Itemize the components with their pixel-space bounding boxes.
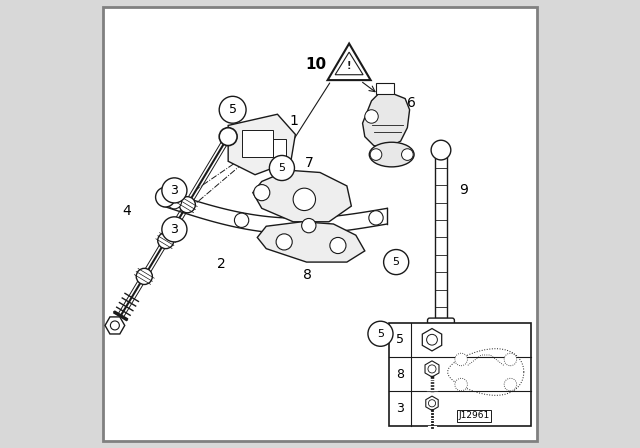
Circle shape xyxy=(219,128,237,146)
Circle shape xyxy=(428,400,436,407)
Text: !: ! xyxy=(347,61,351,71)
Text: 6: 6 xyxy=(407,96,416,110)
Circle shape xyxy=(504,353,516,366)
Text: 2: 2 xyxy=(217,257,226,271)
Text: 5: 5 xyxy=(278,163,285,173)
FancyBboxPatch shape xyxy=(389,323,531,426)
Polygon shape xyxy=(253,170,351,222)
Circle shape xyxy=(401,149,413,160)
Text: 5: 5 xyxy=(393,257,399,267)
Circle shape xyxy=(455,378,467,391)
Polygon shape xyxy=(328,43,371,80)
Circle shape xyxy=(234,213,249,228)
Text: 1: 1 xyxy=(289,114,298,128)
Text: 3: 3 xyxy=(396,402,404,415)
Text: 7: 7 xyxy=(305,156,313,170)
Circle shape xyxy=(370,149,382,160)
Polygon shape xyxy=(228,114,296,175)
FancyBboxPatch shape xyxy=(376,83,394,94)
FancyBboxPatch shape xyxy=(428,318,454,340)
Text: 5: 5 xyxy=(396,333,404,346)
Circle shape xyxy=(431,140,451,160)
Circle shape xyxy=(432,336,450,354)
Circle shape xyxy=(368,321,393,346)
Circle shape xyxy=(301,219,316,233)
Circle shape xyxy=(383,250,409,275)
Text: 5: 5 xyxy=(228,103,237,116)
Polygon shape xyxy=(335,52,363,75)
Circle shape xyxy=(269,155,294,181)
Circle shape xyxy=(427,334,437,345)
Text: 3: 3 xyxy=(170,184,179,197)
Circle shape xyxy=(365,110,378,123)
Circle shape xyxy=(167,194,182,209)
Text: J12961: J12961 xyxy=(458,411,490,420)
FancyBboxPatch shape xyxy=(435,157,447,318)
Polygon shape xyxy=(362,92,410,148)
Ellipse shape xyxy=(369,142,414,167)
Circle shape xyxy=(162,178,187,203)
Circle shape xyxy=(156,187,175,207)
Polygon shape xyxy=(257,222,365,262)
FancyBboxPatch shape xyxy=(241,130,273,157)
Circle shape xyxy=(504,378,516,391)
Text: 8: 8 xyxy=(396,367,404,381)
Circle shape xyxy=(136,268,152,284)
Circle shape xyxy=(253,185,270,201)
Circle shape xyxy=(369,211,383,225)
FancyBboxPatch shape xyxy=(103,7,538,441)
Circle shape xyxy=(455,353,467,366)
Text: 5: 5 xyxy=(377,329,384,339)
Circle shape xyxy=(276,234,292,250)
Circle shape xyxy=(293,188,316,211)
Text: 10: 10 xyxy=(305,57,326,73)
Circle shape xyxy=(219,96,246,123)
Circle shape xyxy=(162,217,187,242)
Circle shape xyxy=(110,321,119,330)
Circle shape xyxy=(157,233,174,249)
Text: 8: 8 xyxy=(303,267,312,282)
Text: 9: 9 xyxy=(459,183,468,198)
Circle shape xyxy=(330,237,346,254)
Circle shape xyxy=(179,197,195,213)
Circle shape xyxy=(428,365,436,373)
Text: 3: 3 xyxy=(170,223,179,236)
FancyBboxPatch shape xyxy=(273,139,287,157)
Text: 4: 4 xyxy=(122,204,131,219)
